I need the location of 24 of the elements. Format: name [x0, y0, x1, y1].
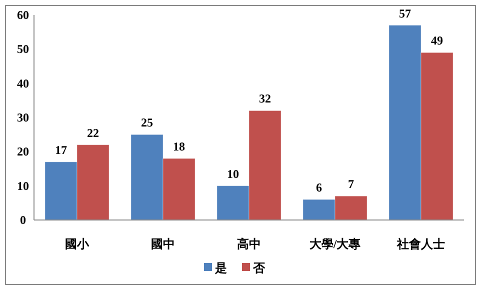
y-tick-label: 50 [17, 42, 29, 56]
data-label: 32 [259, 92, 271, 106]
x-tick-label: 社會人士 [396, 237, 445, 251]
y-tick-label: 60 [17, 8, 29, 22]
data-label: 25 [141, 116, 153, 130]
legend-label: 是 [214, 261, 227, 275]
y-tick-label: 20 [17, 144, 29, 159]
x-tick-label: 國小 [65, 237, 90, 251]
y-tick-label: 40 [17, 76, 29, 90]
data-label: 17 [55, 142, 67, 157]
y-tick-label: 30 [17, 110, 29, 124]
y-tick-label: 10 [17, 178, 29, 193]
data-label: 7 [348, 177, 354, 192]
x-tick-label: 國中 [151, 237, 175, 251]
data-label: 57 [399, 6, 411, 20]
y-tick-label: 0 [20, 213, 26, 227]
data-label: 10 [227, 166, 239, 181]
data-label: 22 [87, 126, 99, 140]
x-tick-label: 高中 [237, 237, 261, 251]
data-label: 49 [431, 34, 443, 48]
legend-label: 否 [252, 261, 266, 275]
data-label: 18 [173, 140, 185, 154]
x-tick-label: 大學/大專 [309, 237, 361, 251]
data-label: 6 [316, 180, 322, 194]
